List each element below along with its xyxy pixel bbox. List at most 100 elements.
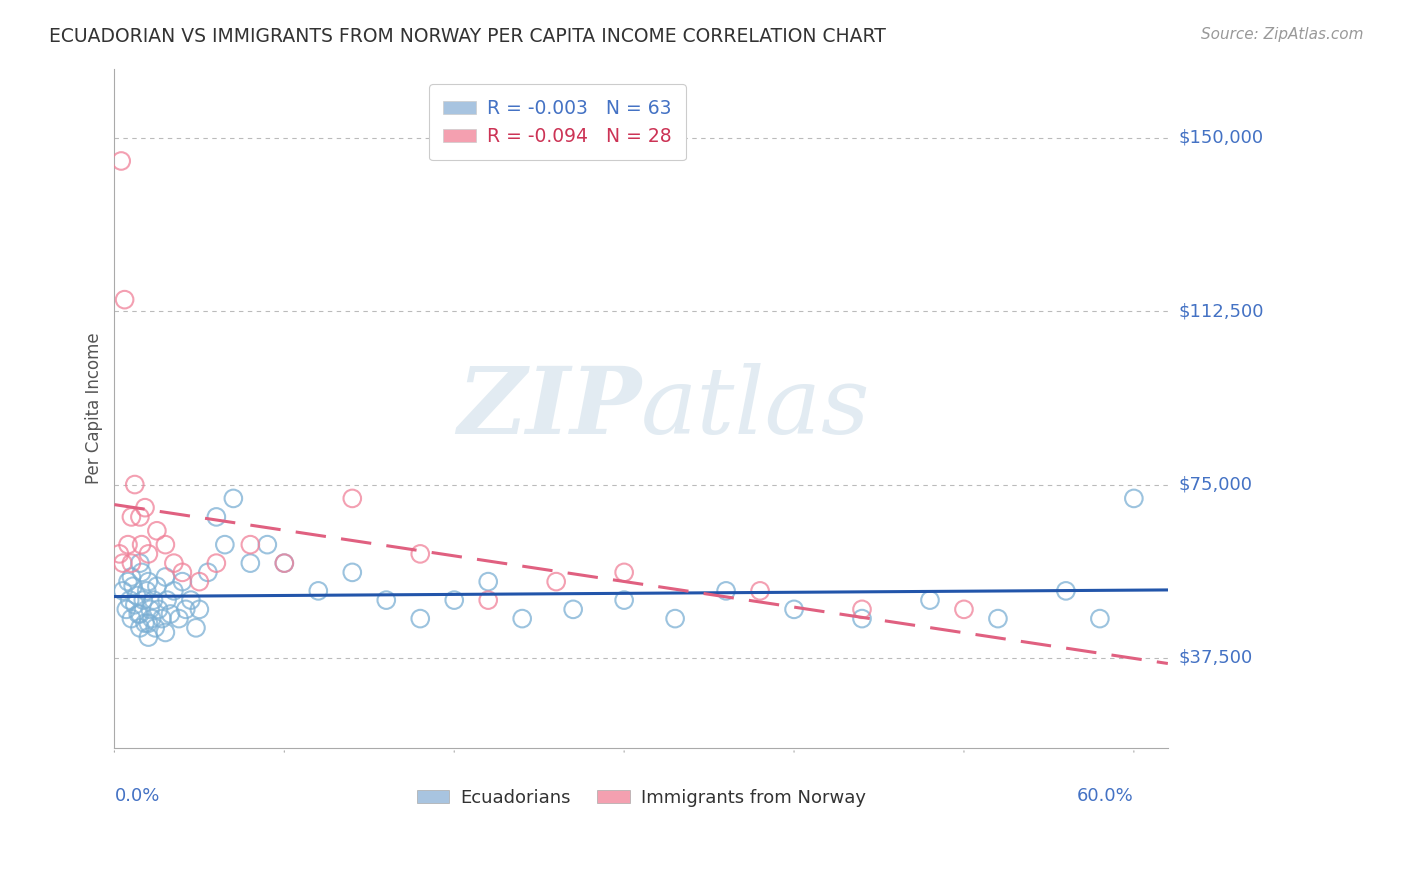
Point — [443, 593, 465, 607]
Point — [155, 625, 177, 640]
Point — [118, 593, 141, 607]
Point — [510, 612, 533, 626]
Point — [150, 612, 173, 626]
Point — [172, 574, 194, 589]
Point — [167, 612, 190, 626]
Point — [120, 556, 142, 570]
Text: $112,500: $112,500 — [1180, 302, 1264, 320]
Point — [205, 509, 228, 524]
Point — [124, 598, 146, 612]
Point — [163, 556, 186, 570]
Point — [409, 547, 432, 561]
Point — [477, 593, 499, 607]
Legend: Ecuadorians, Immigrants from Norway: Ecuadorians, Immigrants from Norway — [409, 781, 873, 814]
Point — [205, 556, 228, 570]
Point — [138, 574, 160, 589]
Text: $75,000: $75,000 — [1180, 475, 1253, 493]
Point — [142, 593, 165, 607]
Point — [156, 593, 179, 607]
Point — [120, 570, 142, 584]
Point — [172, 566, 194, 580]
Text: $150,000: $150,000 — [1180, 128, 1264, 147]
Point — [273, 556, 295, 570]
Point — [138, 547, 160, 561]
Point — [987, 612, 1010, 626]
Point — [129, 607, 152, 621]
Point — [1088, 612, 1111, 626]
Point — [409, 612, 432, 626]
Point — [918, 593, 941, 607]
Point — [134, 500, 156, 515]
Point — [342, 566, 364, 580]
Point — [141, 612, 163, 626]
Point — [851, 602, 873, 616]
Text: ECUADORIAN VS IMMIGRANTS FROM NORWAY PER CAPITA INCOME CORRELATION CHART: ECUADORIAN VS IMMIGRANTS FROM NORWAY PER… — [49, 27, 886, 45]
Point — [851, 612, 873, 626]
Point — [188, 602, 211, 616]
Point — [562, 602, 585, 616]
Point — [131, 538, 153, 552]
Point — [125, 589, 148, 603]
Point — [132, 593, 155, 607]
Point — [174, 602, 197, 616]
Point — [139, 602, 162, 616]
Point — [163, 583, 186, 598]
Point — [117, 538, 139, 552]
Point — [120, 612, 142, 626]
Point — [120, 509, 142, 524]
Point — [613, 566, 636, 580]
Point — [239, 538, 262, 552]
Point — [184, 621, 207, 635]
Point — [477, 574, 499, 589]
Point — [783, 602, 806, 616]
Point — [146, 579, 169, 593]
Point — [664, 612, 686, 626]
Point — [1122, 491, 1144, 506]
Point — [134, 616, 156, 631]
Point — [197, 566, 219, 580]
Text: atlas: atlas — [641, 363, 870, 453]
Point — [148, 602, 170, 616]
Point — [129, 621, 152, 635]
Point — [159, 607, 181, 621]
Point — [155, 570, 177, 584]
Point — [135, 583, 157, 598]
Point — [180, 593, 202, 607]
Point — [129, 556, 152, 570]
Point — [256, 538, 278, 552]
Point — [307, 583, 329, 598]
Y-axis label: Per Capita Income: Per Capita Income — [86, 333, 103, 484]
Point — [143, 621, 166, 635]
Point — [146, 524, 169, 538]
Point — [188, 574, 211, 589]
Point — [546, 574, 568, 589]
Point — [222, 491, 245, 506]
Point — [953, 602, 976, 616]
Point — [108, 547, 131, 561]
Text: 0.0%: 0.0% — [114, 787, 160, 805]
Text: Source: ZipAtlas.com: Source: ZipAtlas.com — [1201, 27, 1364, 42]
Point — [110, 153, 132, 168]
Point — [714, 583, 737, 598]
Point — [129, 509, 152, 524]
Point — [138, 616, 160, 631]
Text: 60.0%: 60.0% — [1077, 787, 1133, 805]
Point — [214, 538, 236, 552]
Point — [375, 593, 398, 607]
Point — [114, 293, 136, 307]
Point — [131, 566, 153, 580]
Point — [613, 593, 636, 607]
Point — [138, 630, 160, 644]
Point — [127, 607, 149, 621]
Point — [342, 491, 364, 506]
Point — [115, 602, 138, 616]
Point — [273, 556, 295, 570]
Point — [124, 477, 146, 491]
Point — [122, 579, 145, 593]
Point — [117, 574, 139, 589]
Text: ZIP: ZIP — [457, 363, 641, 453]
Text: $37,500: $37,500 — [1180, 648, 1253, 667]
Point — [155, 538, 177, 552]
Point — [239, 556, 262, 570]
Point — [111, 556, 134, 570]
